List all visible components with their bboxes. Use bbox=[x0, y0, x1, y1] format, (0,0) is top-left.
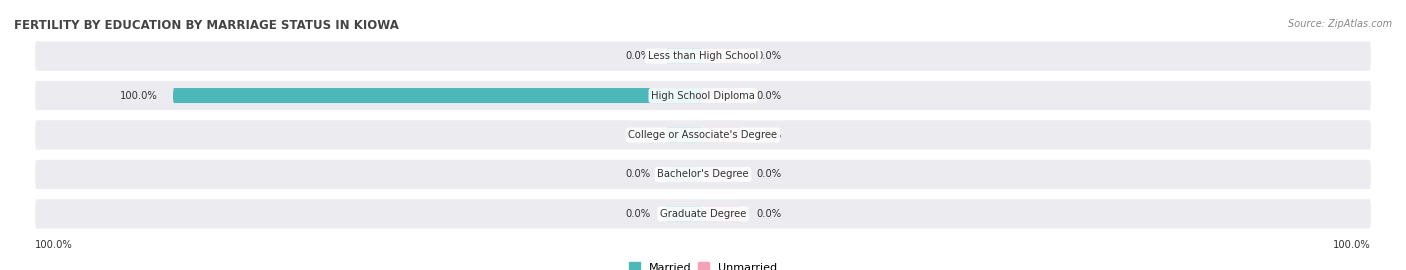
Text: 0.0%: 0.0% bbox=[756, 130, 782, 140]
Text: Bachelor's Degree: Bachelor's Degree bbox=[657, 170, 749, 180]
Text: 0.0%: 0.0% bbox=[624, 51, 650, 61]
Text: 0.0%: 0.0% bbox=[756, 170, 782, 180]
Legend: Married, Unmarried: Married, Unmarried bbox=[624, 258, 782, 270]
Text: 100.0%: 100.0% bbox=[35, 239, 73, 249]
FancyBboxPatch shape bbox=[703, 167, 740, 182]
Text: 0.0%: 0.0% bbox=[756, 51, 782, 61]
FancyBboxPatch shape bbox=[703, 88, 740, 103]
Text: FERTILITY BY EDUCATION BY MARRIAGE STATUS IN KIOWA: FERTILITY BY EDUCATION BY MARRIAGE STATU… bbox=[14, 19, 399, 32]
FancyBboxPatch shape bbox=[35, 160, 1371, 189]
Text: College or Associate's Degree: College or Associate's Degree bbox=[628, 130, 778, 140]
Text: 0.0%: 0.0% bbox=[756, 209, 782, 219]
FancyBboxPatch shape bbox=[666, 167, 703, 182]
Text: Source: ZipAtlas.com: Source: ZipAtlas.com bbox=[1288, 19, 1392, 29]
FancyBboxPatch shape bbox=[35, 81, 1371, 110]
FancyBboxPatch shape bbox=[35, 42, 1371, 71]
Text: 0.0%: 0.0% bbox=[756, 90, 782, 100]
Text: 100.0%: 100.0% bbox=[120, 90, 157, 100]
FancyBboxPatch shape bbox=[703, 127, 740, 143]
FancyBboxPatch shape bbox=[666, 49, 703, 63]
FancyBboxPatch shape bbox=[703, 49, 740, 63]
FancyBboxPatch shape bbox=[35, 199, 1371, 228]
Text: Graduate Degree: Graduate Degree bbox=[659, 209, 747, 219]
FancyBboxPatch shape bbox=[173, 88, 703, 103]
Text: 0.0%: 0.0% bbox=[624, 130, 650, 140]
Text: 0.0%: 0.0% bbox=[624, 209, 650, 219]
Text: High School Diploma: High School Diploma bbox=[651, 90, 755, 100]
FancyBboxPatch shape bbox=[703, 207, 740, 221]
FancyBboxPatch shape bbox=[35, 120, 1371, 150]
Text: 0.0%: 0.0% bbox=[624, 170, 650, 180]
FancyBboxPatch shape bbox=[666, 207, 703, 221]
Text: 100.0%: 100.0% bbox=[1333, 239, 1371, 249]
Text: Less than High School: Less than High School bbox=[648, 51, 758, 61]
FancyBboxPatch shape bbox=[666, 127, 703, 143]
